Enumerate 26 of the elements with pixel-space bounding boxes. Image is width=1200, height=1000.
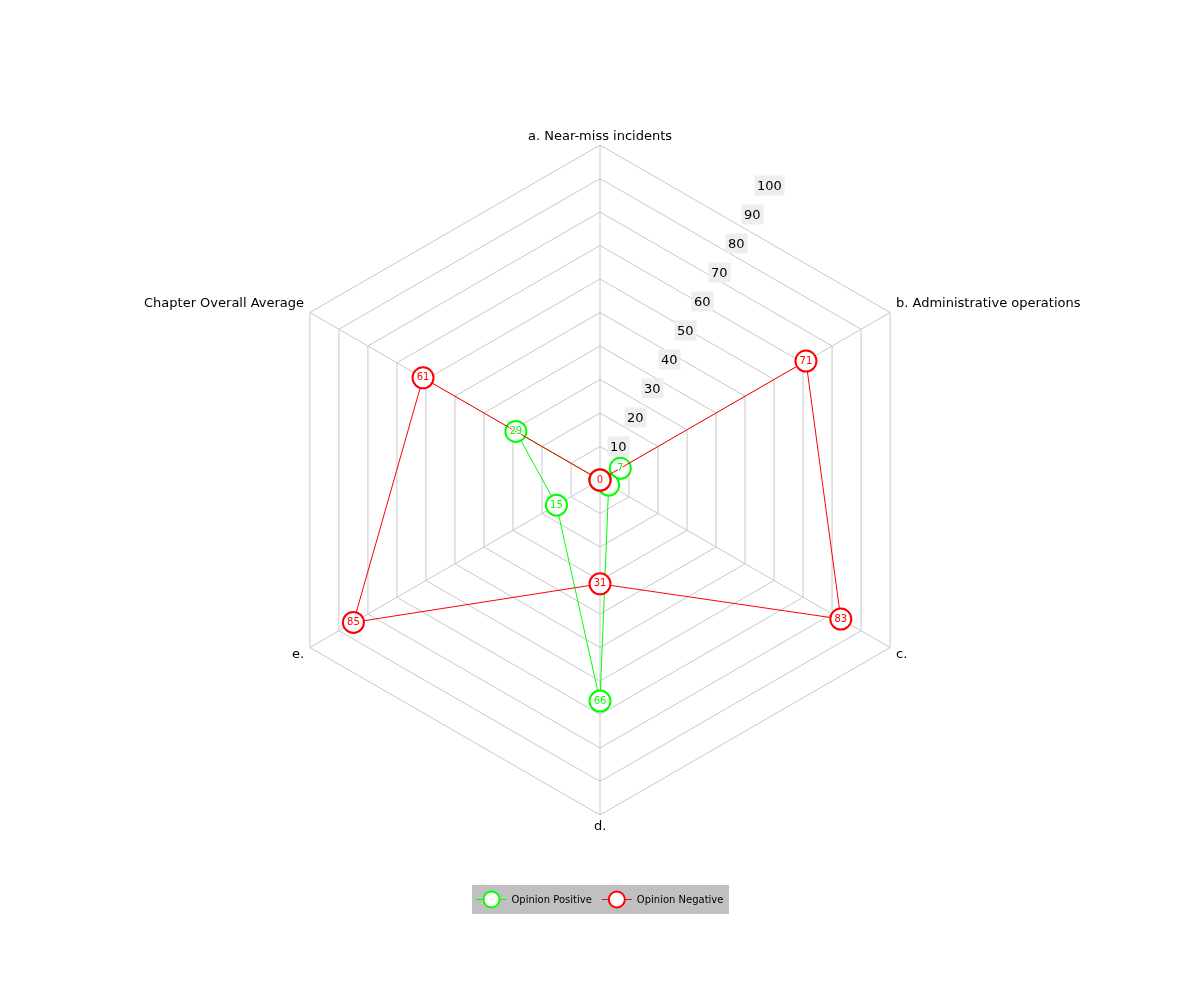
y-tick-label: 70 [711,265,728,280]
data-label: 61 [416,371,430,383]
spoke-label: b. Administrative operations [896,295,1081,310]
y-tick-label: 10 [610,439,627,454]
data-label: 85 [347,615,360,627]
spoke-label: d. [594,818,607,833]
data-label: 31 [593,577,607,589]
spoke-label: Chapter Overall Average [144,295,305,310]
y-tick-label: 60 [694,294,711,309]
legend-label: Opinion Positive [511,894,592,906]
y-tick-label: 40 [661,352,678,367]
legend-label: Opinion Negative [636,894,724,906]
y-tick-label: 100 [757,178,782,193]
y-tick-label: 80 [728,236,745,251]
y-tick-label: 90 [744,207,761,222]
data-label: 66 [593,694,607,706]
spoke-label: a. Near-miss incidents [528,128,673,143]
data-label: 83 [834,612,848,624]
data-label: 15 [550,498,563,510]
data-label: 71 [799,354,813,366]
spoke-label: c. [896,646,908,661]
y-tick-label: 20 [627,410,644,425]
y-tick-label: 50 [677,323,694,338]
y-tick-label: 30 [644,381,661,396]
data-label: 0 [596,473,604,485]
spoke-label: e. [292,646,305,661]
